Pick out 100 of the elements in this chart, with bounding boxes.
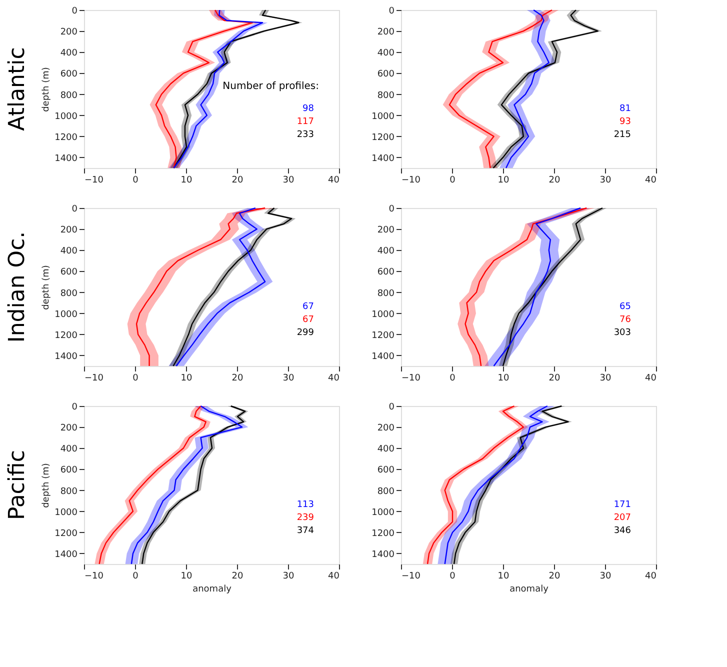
x-tick-label: 30 — [600, 176, 612, 186]
x-tick-label: 40 — [328, 176, 340, 186]
text: 98 — [302, 104, 314, 114]
x-tick-label: 10 — [498, 176, 510, 186]
y-tick-label: 600 — [60, 466, 78, 476]
y-tick-label: 1400 — [54, 550, 78, 560]
y-axis-title: depth (m) — [42, 67, 52, 112]
x-tick-label: 40 — [645, 176, 657, 186]
text: Atlantic — [5, 47, 30, 131]
y-tick-label: 800 — [377, 288, 395, 299]
y-tick-label: 0 — [388, 402, 395, 412]
text: 117 — [296, 117, 314, 127]
y-tick-label: 1400 — [372, 550, 395, 560]
y-tick-label: 200 — [60, 424, 78, 434]
y-axis-title: depth (m) — [42, 463, 52, 508]
text: 303 — [614, 328, 631, 338]
x-tick-label: 20 — [548, 572, 560, 582]
x-tick-label: 40 — [328, 572, 340, 582]
y-tick-label: 1200 — [54, 132, 78, 143]
text: 67 — [302, 315, 314, 325]
x-tick-label: 20 — [548, 176, 560, 186]
y-tick-label: 1200 — [54, 528, 78, 539]
y-tick-label: 400 — [377, 246, 395, 257]
x-tick-label: 20 — [232, 572, 244, 582]
text: 81 — [620, 104, 631, 114]
text: 113 — [296, 500, 314, 510]
text: 207 — [614, 513, 631, 523]
x-tick-label: 20 — [548, 374, 560, 384]
legend-title: Number of profiles: — [222, 81, 319, 92]
y-tick-label: 0 — [72, 204, 78, 214]
y-tick-label: 600 — [60, 268, 78, 278]
y-tick-label: 0 — [388, 6, 395, 16]
y-tick-label: 1400 — [54, 154, 78, 164]
x-tick-label: 20 — [232, 374, 244, 384]
y-axis-title: depth (m) — [42, 265, 52, 310]
y-tick-label: 0 — [72, 6, 78, 16]
y-tick-label: 600 — [377, 466, 395, 476]
text: 65 — [620, 302, 631, 312]
y-tick-label: 1000 — [372, 508, 395, 518]
x-tick-label: −10 — [84, 572, 104, 582]
y-tick-label: 1200 — [54, 330, 78, 341]
y-tick-label: 1400 — [54, 352, 78, 362]
y-tick-label: 1200 — [372, 528, 395, 539]
y-tick-label: 0 — [388, 204, 395, 214]
y-tick-label: 1400 — [372, 154, 395, 164]
text: Pacific — [5, 450, 30, 520]
text: 346 — [614, 526, 632, 536]
x-tick-label: 30 — [282, 176, 294, 186]
x-tick-label: 40 — [645, 374, 657, 384]
x-tick-label: −10 — [402, 572, 421, 582]
x-tick-label: 30 — [600, 572, 612, 582]
y-tick-label: 600 — [60, 70, 78, 80]
x-tick-label: 0 — [132, 374, 139, 384]
y-tick-label: 400 — [60, 246, 78, 257]
x-tick-label: 0 — [450, 572, 456, 582]
y-tick-label: 200 — [377, 424, 395, 434]
x-tick-label: 10 — [180, 374, 192, 384]
y-tick-label: 400 — [377, 48, 395, 59]
x-tick-label: 40 — [645, 572, 657, 582]
y-tick-label: 200 — [377, 28, 395, 38]
x-tick-label: 0 — [450, 374, 456, 384]
y-tick-label: 1200 — [372, 330, 395, 341]
x-tick-label: 30 — [282, 374, 294, 384]
x-tick-label: 10 — [498, 374, 510, 384]
y-tick-label: 800 — [377, 90, 395, 101]
x-tick-label: 0 — [450, 176, 456, 186]
y-tick-label: 800 — [60, 288, 78, 299]
x-axis-title: anomaly — [510, 584, 550, 594]
x-axis-title: anomaly — [192, 584, 232, 594]
y-tick-label: 800 — [377, 486, 395, 497]
x-tick-label: 10 — [498, 572, 510, 582]
x-tick-label: −10 — [84, 176, 104, 186]
text: Indian Oc. — [5, 231, 30, 343]
y-tick-label: 200 — [377, 226, 395, 236]
text: 374 — [296, 526, 314, 536]
y-tick-label: 200 — [60, 226, 78, 236]
y-tick-label: 400 — [60, 48, 78, 59]
y-tick-label: 1000 — [372, 310, 395, 320]
y-tick-label: 600 — [377, 268, 395, 278]
text: 215 — [614, 130, 631, 140]
x-tick-label: 10 — [180, 572, 192, 582]
y-tick-label: 600 — [377, 70, 395, 80]
x-tick-label: −10 — [402, 176, 421, 186]
y-tick-label: 0 — [72, 402, 78, 412]
x-tick-label: 0 — [132, 572, 139, 582]
y-tick-label: 800 — [60, 90, 78, 101]
text: 76 — [620, 315, 632, 325]
text: 93 — [620, 117, 631, 127]
x-tick-label: 30 — [600, 374, 612, 384]
text: 299 — [296, 328, 314, 338]
y-tick-label: 1200 — [372, 132, 395, 143]
x-tick-label: 40 — [328, 374, 340, 384]
y-tick-label: 1000 — [372, 112, 395, 122]
x-tick-label: 30 — [282, 572, 294, 582]
y-tick-label: 1400 — [372, 352, 395, 362]
y-tick-label: 400 — [377, 444, 395, 455]
text: 233 — [296, 130, 314, 140]
y-tick-label: 200 — [60, 28, 78, 38]
x-tick-label: 20 — [232, 176, 244, 186]
text: 171 — [614, 500, 631, 510]
